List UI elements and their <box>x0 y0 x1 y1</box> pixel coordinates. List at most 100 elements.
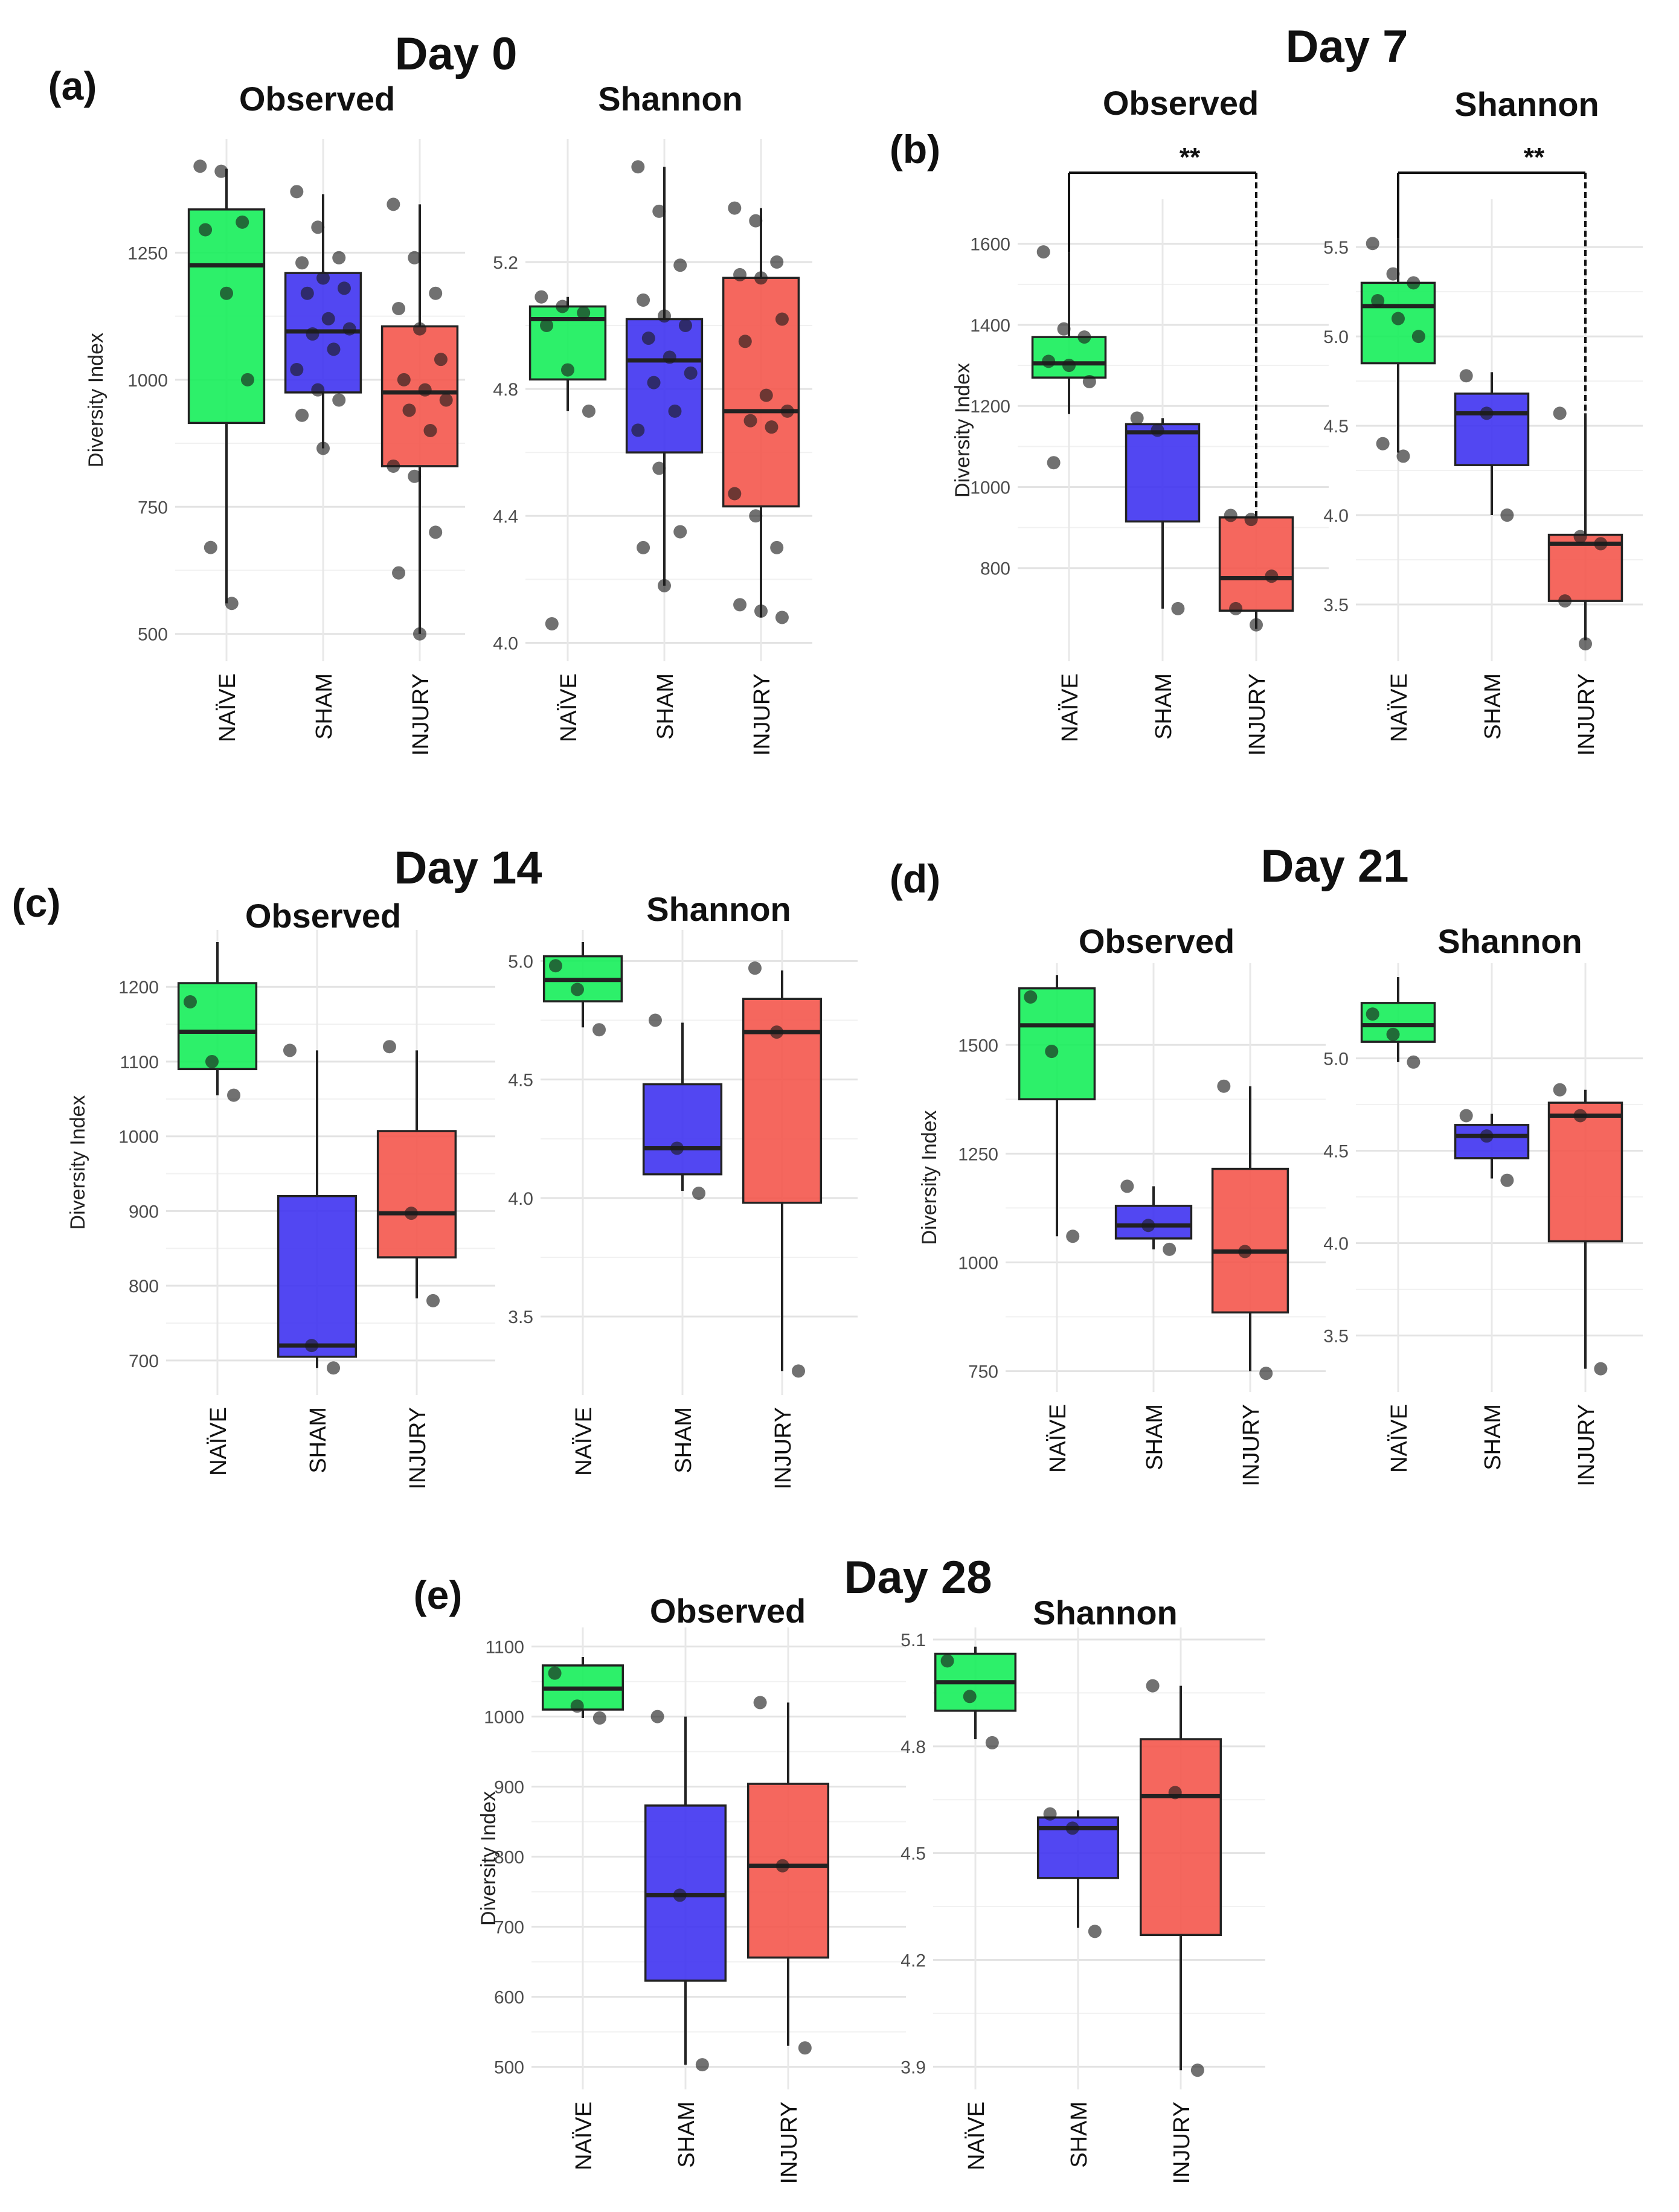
data-point <box>387 197 400 211</box>
data-point <box>728 201 742 215</box>
data-point <box>439 393 453 407</box>
y-tick-label: 5.1 <box>900 1630 926 1650</box>
x-category-label: INJURY <box>408 673 434 756</box>
y-tick-label: 4.8 <box>900 1737 926 1757</box>
data-point <box>227 1088 241 1102</box>
data-point <box>769 1025 783 1039</box>
data-point <box>545 617 559 630</box>
x-category-label: NAÏVE <box>1387 673 1412 742</box>
data-point <box>754 604 768 618</box>
data-point <box>753 1696 767 1710</box>
x-category-label: INJURY <box>750 673 775 756</box>
box-sham <box>1454 369 1530 522</box>
data-point <box>592 1023 606 1037</box>
data-point <box>397 373 411 386</box>
box-naive <box>177 942 258 1102</box>
data-point <box>225 597 239 611</box>
data-point <box>316 271 330 285</box>
box-injury <box>746 1696 830 2055</box>
box-naive <box>1031 245 1107 470</box>
data-point <box>1088 1925 1102 1938</box>
data-point <box>1229 601 1243 615</box>
box-iqr <box>277 1194 358 1358</box>
data-point <box>1396 449 1410 463</box>
data-point <box>408 251 422 264</box>
data-point <box>1146 1679 1160 1693</box>
chart-d-sha: Shannon 3.5 4.0 4.5 5.0 NAÏVE SHAM INJURY <box>1323 922 1643 1487</box>
chart-a-sha: Shannon 4.0 4.4 4.8 5.2 NAÏVE SHAM INJURY <box>493 80 812 756</box>
data-point <box>290 185 304 199</box>
data-point <box>738 335 752 348</box>
facet-title: Observed <box>1079 922 1234 960</box>
box-iqr <box>376 1130 457 1258</box>
box-iqr <box>746 1783 830 1959</box>
data-point <box>570 983 584 996</box>
facet-title: Shannon <box>1033 1594 1178 1632</box>
data-point <box>749 509 763 523</box>
chart-d-obs: Day 21 (d) Observed 750 1000 1250 1500 Diversit… <box>890 841 1409 1487</box>
y-tick-label: 1000 <box>484 1708 524 1728</box>
facet-title: Shannon <box>1437 922 1582 960</box>
data-point <box>1082 374 1096 388</box>
box-iqr <box>1125 423 1201 523</box>
data-point <box>1411 330 1425 344</box>
y-tick-label: 3.9 <box>900 2057 926 2077</box>
x-category-label: SHAM <box>1142 1404 1167 1470</box>
box-naive <box>541 1657 624 1725</box>
y-tick-label: 700 <box>129 1351 159 1371</box>
data-point <box>673 525 687 539</box>
box-injury <box>1139 1679 1222 2077</box>
y-tick-label: 1250 <box>127 243 168 263</box>
data-point <box>408 469 422 483</box>
x-category-label: NAÏVE <box>1045 1404 1071 1473</box>
significance-label: ** <box>1180 143 1201 172</box>
x-category-label: SHAM <box>1151 673 1177 740</box>
y-tick-label: 5.0 <box>508 952 533 972</box>
box-injury <box>1547 406 1623 651</box>
data-point <box>1480 406 1494 420</box>
data-point <box>332 251 346 264</box>
x-category-label: SHAM <box>306 1407 331 1473</box>
data-point <box>1250 618 1263 632</box>
x-category-label: INJURY <box>1245 673 1270 756</box>
day-title: Day 14 <box>394 842 542 894</box>
panel-label: (b) <box>890 127 940 172</box>
data-point <box>1043 1807 1057 1821</box>
y-tick-label: 900 <box>494 1778 524 1798</box>
data-point <box>561 363 574 377</box>
box-sham <box>644 1710 727 2072</box>
data-point <box>637 540 650 554</box>
x-category-label: NAÏVE <box>1058 673 1083 742</box>
chart-b-sha: Shannon 3.5 4.0 4.5 5.0 5.5 NAÏVE SHAM INJURY ** <box>1323 85 1643 756</box>
data-point <box>668 404 682 418</box>
data-point <box>342 322 356 336</box>
x-category-label: SHAM <box>674 2101 699 2168</box>
x-category-label: SHAM <box>1480 1404 1506 1470</box>
data-point <box>775 312 789 326</box>
data-point <box>199 223 213 237</box>
data-point <box>647 376 661 390</box>
data-point <box>214 164 228 178</box>
facet-title: Shannon <box>646 890 791 928</box>
box-injury <box>1547 1083 1623 1376</box>
y-tick-label: 800 <box>494 1848 524 1868</box>
data-point <box>240 373 254 386</box>
data-point <box>648 1013 662 1027</box>
y-tick-label: 4.5 <box>508 1071 533 1091</box>
data-point <box>673 1888 687 1902</box>
data-point <box>1407 276 1421 290</box>
data-point <box>792 1364 806 1378</box>
data-point <box>1217 1079 1231 1093</box>
data-point <box>183 995 197 1008</box>
data-point <box>304 1339 318 1353</box>
chart-e-obs: Day 28 (e) Observed 500 600 700 800 900 1000 1100… <box>414 1552 992 2184</box>
panel-label: (c) <box>12 880 61 925</box>
y-tick-label: 600 <box>494 1988 524 2008</box>
x-category-label: SHAM <box>1480 673 1506 740</box>
data-point <box>798 2041 812 2055</box>
box-naive <box>528 290 607 630</box>
chart-a-obs: Day 0 (a) Observed 500 750 1000 1250 Diversity … <box>48 28 518 756</box>
box-iqr <box>1454 393 1530 466</box>
y-tick-label: 4.5 <box>1323 1142 1349 1162</box>
